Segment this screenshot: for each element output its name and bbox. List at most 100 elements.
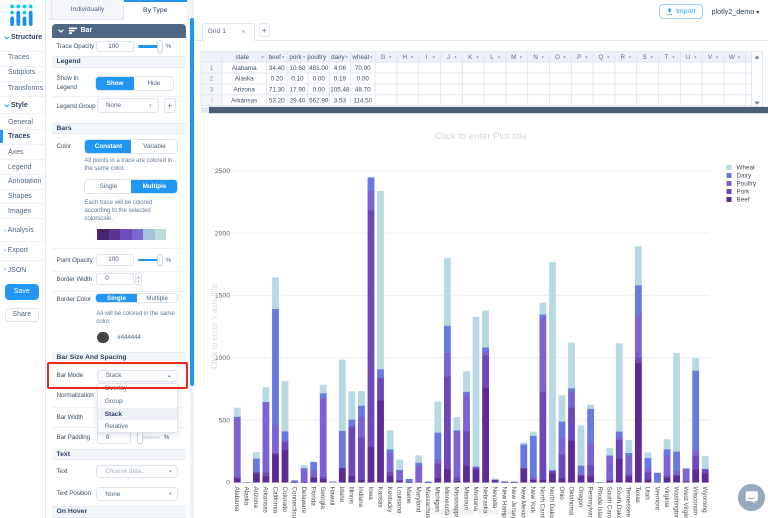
svg-text:Q: Q (599, 54, 604, 61)
svg-text:beef: beef (269, 54, 282, 61)
svg-text:M: M (511, 54, 516, 61)
svg-text:▾: ▾ (454, 55, 457, 60)
svg-text:Colorado: Colorado (281, 487, 288, 513)
svg-text:South Carolina: South Carolina (606, 487, 613, 518)
svg-text:New York: New York (529, 487, 536, 514)
svg-text:▾: ▾ (716, 55, 719, 60)
svg-text:4.06: 4.06 (334, 65, 347, 72)
svg-text:Nebraska: Nebraska (481, 487, 488, 514)
svg-text:0.00: 0.00 (357, 76, 370, 83)
svg-text:1000: 1000 (215, 355, 230, 362)
svg-text:Pork: Pork (737, 189, 751, 196)
svg-text:2000: 2000 (215, 230, 230, 237)
svg-text:▾: ▾ (370, 55, 373, 60)
svg-text:Illinois: Illinois (348, 487, 355, 505)
svg-text:North Carolina: North Carolina (539, 487, 546, 518)
svg-text:▾: ▾ (585, 55, 588, 60)
svg-text:Arkansas: Arkansas (231, 98, 257, 105)
svg-text:West Virginia: West Virginia (682, 487, 689, 518)
svg-text:▾: ▾ (629, 55, 632, 60)
svg-text:Oregon: Oregon (577, 487, 584, 509)
svg-text:New Hampshire: New Hampshire (501, 487, 508, 518)
svg-text:Pennsylvania: Pennsylvania (586, 487, 593, 518)
svg-text:34.40: 34.40 (269, 65, 285, 72)
svg-text:Wheat: Wheat (737, 165, 755, 172)
svg-text:▾: ▾ (520, 55, 523, 60)
svg-text:29.40: 29.40 (290, 98, 306, 105)
svg-text:3.53: 3.53 (334, 98, 347, 105)
svg-text:Dairy: Dairy (737, 173, 753, 180)
svg-text:S: S (642, 54, 646, 61)
svg-text:Hawaii: Hawaii (329, 487, 336, 506)
svg-text:53.20: 53.20 (269, 98, 285, 105)
svg-text:Alabama: Alabama (233, 487, 240, 512)
svg-text:▾: ▾ (411, 55, 414, 60)
svg-text:0: 0 (226, 480, 230, 487)
svg-text:G: G (381, 54, 386, 61)
svg-text:114.50: 114.50 (353, 98, 372, 105)
svg-text:Arizona: Arizona (252, 487, 259, 509)
svg-text:Nevada: Nevada (491, 487, 498, 509)
svg-text:481.00: 481.00 (309, 65, 329, 72)
svg-text:Minnesota: Minnesota (443, 487, 450, 517)
svg-text:71.30: 71.30 (269, 87, 285, 94)
svg-text:poultry: poultry (307, 54, 327, 61)
svg-text:Click to enter Plot title: Click to enter Plot title (435, 131, 527, 142)
svg-text:P: P (577, 54, 581, 61)
svg-text:3: 3 (210, 87, 214, 94)
svg-text:Arkansas: Arkansas (262, 487, 269, 513)
svg-text:state: state (235, 54, 249, 61)
svg-text:Florida: Florida (310, 487, 317, 507)
svg-text:0.10: 0.10 (291, 76, 304, 83)
svg-text:▾: ▾ (262, 55, 265, 60)
svg-text:Delaware: Delaware (300, 487, 307, 514)
svg-text:O: O (555, 54, 560, 61)
svg-text:562.90: 562.90 (309, 98, 329, 105)
svg-text:▾: ▾ (694, 55, 697, 60)
svg-text:Click to enter X axis title: Click to enter X axis title (428, 508, 514, 517)
svg-text:▾: ▾ (324, 55, 327, 60)
svg-text:▾: ▾ (672, 55, 675, 60)
svg-text:V: V (708, 54, 713, 61)
svg-text:Virginia: Virginia (663, 487, 670, 508)
svg-text:North Dakota: North Dakota (548, 487, 555, 518)
svg-text:R: R (621, 54, 626, 61)
svg-text:0.00: 0.00 (313, 87, 326, 94)
svg-text:Texas: Texas (634, 487, 641, 503)
svg-text:Ohio: Ohio (558, 487, 565, 501)
svg-text:Tennessee: Tennessee (625, 487, 632, 518)
svg-text:Connecticut: Connecticut (290, 487, 297, 518)
svg-text:Maryland: Maryland (415, 487, 422, 513)
svg-text:0.00: 0.00 (313, 76, 326, 83)
svg-text:0.20: 0.20 (271, 76, 284, 83)
svg-text:Washington: Washington (672, 487, 679, 518)
svg-text:Alabama: Alabama (232, 65, 257, 72)
svg-text:Montana: Montana (472, 487, 479, 512)
svg-text:▾: ▾ (433, 55, 436, 60)
svg-text:▾: ▾ (303, 55, 306, 60)
svg-text:I: I (426, 54, 428, 61)
svg-text:10.60: 10.60 (290, 65, 306, 72)
svg-text:South Dakota: South Dakota (615, 487, 622, 518)
svg-text:K: K (468, 54, 473, 61)
svg-text:▾: ▾ (542, 55, 545, 60)
svg-text:▾: ▾ (607, 55, 610, 60)
svg-text:J: J (447, 54, 450, 61)
svg-text:2: 2 (210, 76, 214, 83)
svg-text:48.70: 48.70 (355, 87, 371, 94)
svg-text:Oklahoma: Oklahoma (567, 487, 574, 516)
svg-text:17.90: 17.90 (290, 87, 306, 94)
svg-text:New Mexico: New Mexico (520, 487, 527, 518)
svg-text:1: 1 (210, 65, 214, 72)
svg-text:Mississippi: Mississippi (453, 487, 460, 517)
svg-text:Beef: Beef (737, 197, 750, 204)
svg-text:pork: pork (289, 54, 302, 61)
svg-text:▾: ▾ (282, 55, 285, 60)
svg-text:Michigan: Michigan (434, 487, 441, 513)
svg-text:▾: ▾ (563, 55, 566, 60)
svg-text:Missouri: Missouri (462, 487, 469, 510)
svg-text:▾: ▾ (346, 55, 349, 60)
svg-text:Massachusetts: Massachusetts (424, 487, 431, 518)
svg-text:W: W (729, 54, 735, 61)
svg-text:Rhode Island: Rhode Island (596, 487, 603, 518)
